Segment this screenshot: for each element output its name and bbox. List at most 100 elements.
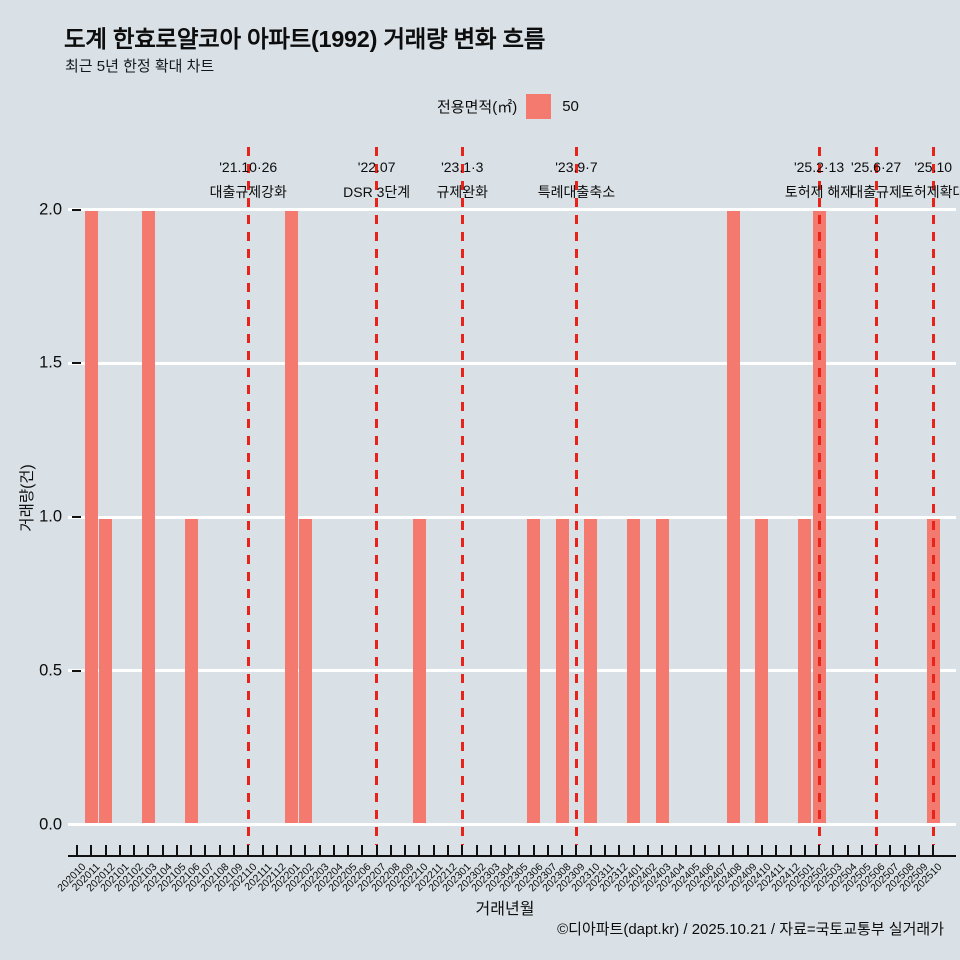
footer-credit: ©디아파트(dapt.kr) / 2025.10.21 / 자료=국토교통부 실… — [557, 921, 944, 938]
x-axis-tick — [675, 845, 678, 855]
bar — [84, 211, 98, 826]
x-axis-tick — [418, 845, 421, 855]
bar — [184, 518, 198, 826]
x-axis-tick — [275, 845, 278, 855]
x-axis-tick — [290, 845, 293, 855]
x-axis-tick — [760, 845, 763, 855]
x-axis-tick — [732, 845, 735, 855]
x-axis-tick — [789, 845, 792, 855]
x-axis-tick — [575, 845, 578, 855]
x-axis-tick — [504, 845, 507, 855]
x-axis-tick — [90, 845, 93, 855]
event-line — [817, 147, 821, 845]
x-axis-tick — [718, 845, 721, 855]
x-axis-tick — [76, 845, 78, 855]
gridline — [68, 669, 956, 673]
x-axis-tick — [118, 845, 121, 855]
y-axis-tick — [72, 669, 81, 672]
bar — [527, 518, 541, 826]
x-axis-tick — [147, 845, 150, 855]
x-axis-tick — [104, 845, 107, 855]
x-axis-tick — [190, 845, 193, 855]
gridline — [68, 208, 956, 211]
bar — [412, 518, 426, 826]
x-axis-tick — [532, 845, 535, 855]
x-axis-tick — [889, 845, 892, 855]
y-axis-tick — [72, 362, 81, 365]
legend-value: 50 — [562, 97, 579, 115]
x-axis-tick — [589, 845, 592, 855]
event-line — [246, 147, 250, 845]
legend-swatch — [526, 93, 552, 119]
event-annotation-date: '22.07 — [357, 159, 396, 175]
x-axis-tick — [632, 845, 635, 855]
gridline-zero — [68, 823, 956, 826]
page-title: 도계 한효로얄코아 아파트(1992) 거래량 변화 흐름 — [64, 26, 546, 52]
x-axis-tick — [803, 845, 806, 855]
x-axis-tick — [204, 845, 207, 855]
bar — [755, 518, 769, 826]
x-axis-tick — [161, 845, 164, 855]
legend: 전용면적(㎡) 50 — [437, 92, 579, 120]
x-axis-tick — [475, 845, 478, 855]
event-annotation-date: '25.10 — [914, 159, 953, 175]
x-axis-tick — [818, 845, 821, 855]
gridline — [68, 515, 956, 519]
event-annotation-label: 규제완화 — [436, 184, 489, 200]
x-axis-tick — [375, 845, 378, 855]
event-annotation-date: '23.1·3 — [441, 159, 484, 175]
event-annotation-date: '21.10·26 — [219, 159, 278, 175]
x-axis-tick — [518, 845, 521, 855]
x-axis-tick — [304, 845, 307, 855]
x-axis-tick — [347, 845, 350, 855]
bar — [284, 211, 298, 826]
x-axis-tick — [832, 845, 835, 855]
x-axis-tick — [389, 845, 392, 855]
x-axis-tick — [361, 845, 364, 855]
y-tick-label: 0.0 — [39, 815, 62, 833]
x-axis-tick — [860, 845, 863, 855]
event-annotation-label: 토허제 해제 — [784, 184, 854, 200]
x-axis-tick — [447, 845, 450, 855]
x-axis-title: 거래년월 — [475, 901, 535, 918]
x-axis-tick — [261, 845, 264, 855]
x-axis-tick — [603, 845, 606, 855]
x-axis-tick — [561, 845, 564, 855]
y-tick-label: 0.5 — [39, 661, 62, 680]
x-axis-tick — [489, 845, 492, 855]
x-axis-tick — [133, 845, 136, 855]
event-annotation-date: '25.6·27 — [851, 159, 902, 175]
event-line — [375, 147, 379, 845]
legend-label: 전용면적(㎡) — [437, 98, 518, 116]
x-axis-tick — [218, 845, 221, 855]
y-tick-label: 2.0 — [39, 200, 62, 218]
x-axis-tick — [903, 845, 906, 855]
x-axis-tick — [404, 845, 407, 855]
x-axis-tick — [461, 845, 464, 855]
bar — [798, 518, 812, 826]
event-annotation-label: 대출규제강화 — [209, 184, 287, 200]
x-axis-tick — [689, 845, 692, 855]
x-axis-tick — [175, 845, 178, 855]
y-tick-label: 1.0 — [39, 507, 62, 526]
x-axis-tick — [618, 845, 621, 855]
bar — [141, 211, 155, 826]
event-line — [931, 147, 935, 845]
x-axis-tick — [318, 845, 321, 855]
event-line — [460, 147, 464, 845]
bar — [99, 518, 113, 826]
bar — [555, 518, 569, 826]
x-axis-tick — [332, 845, 335, 855]
bar — [726, 211, 740, 826]
event-line — [874, 147, 878, 845]
y-axis-tick — [72, 208, 81, 211]
x-axis-tick — [846, 845, 849, 855]
bar — [655, 518, 669, 826]
event-annotation-label: DSR 3단계 — [343, 184, 411, 200]
x-axis-tick — [247, 845, 250, 855]
x-axis-tick — [775, 845, 778, 855]
x-axis-tick — [746, 845, 749, 855]
page-subtitle: 최근 5년 한정 확대 차트 — [65, 58, 215, 75]
x-axis-tick — [546, 845, 549, 855]
x-axis-tick — [661, 845, 664, 855]
